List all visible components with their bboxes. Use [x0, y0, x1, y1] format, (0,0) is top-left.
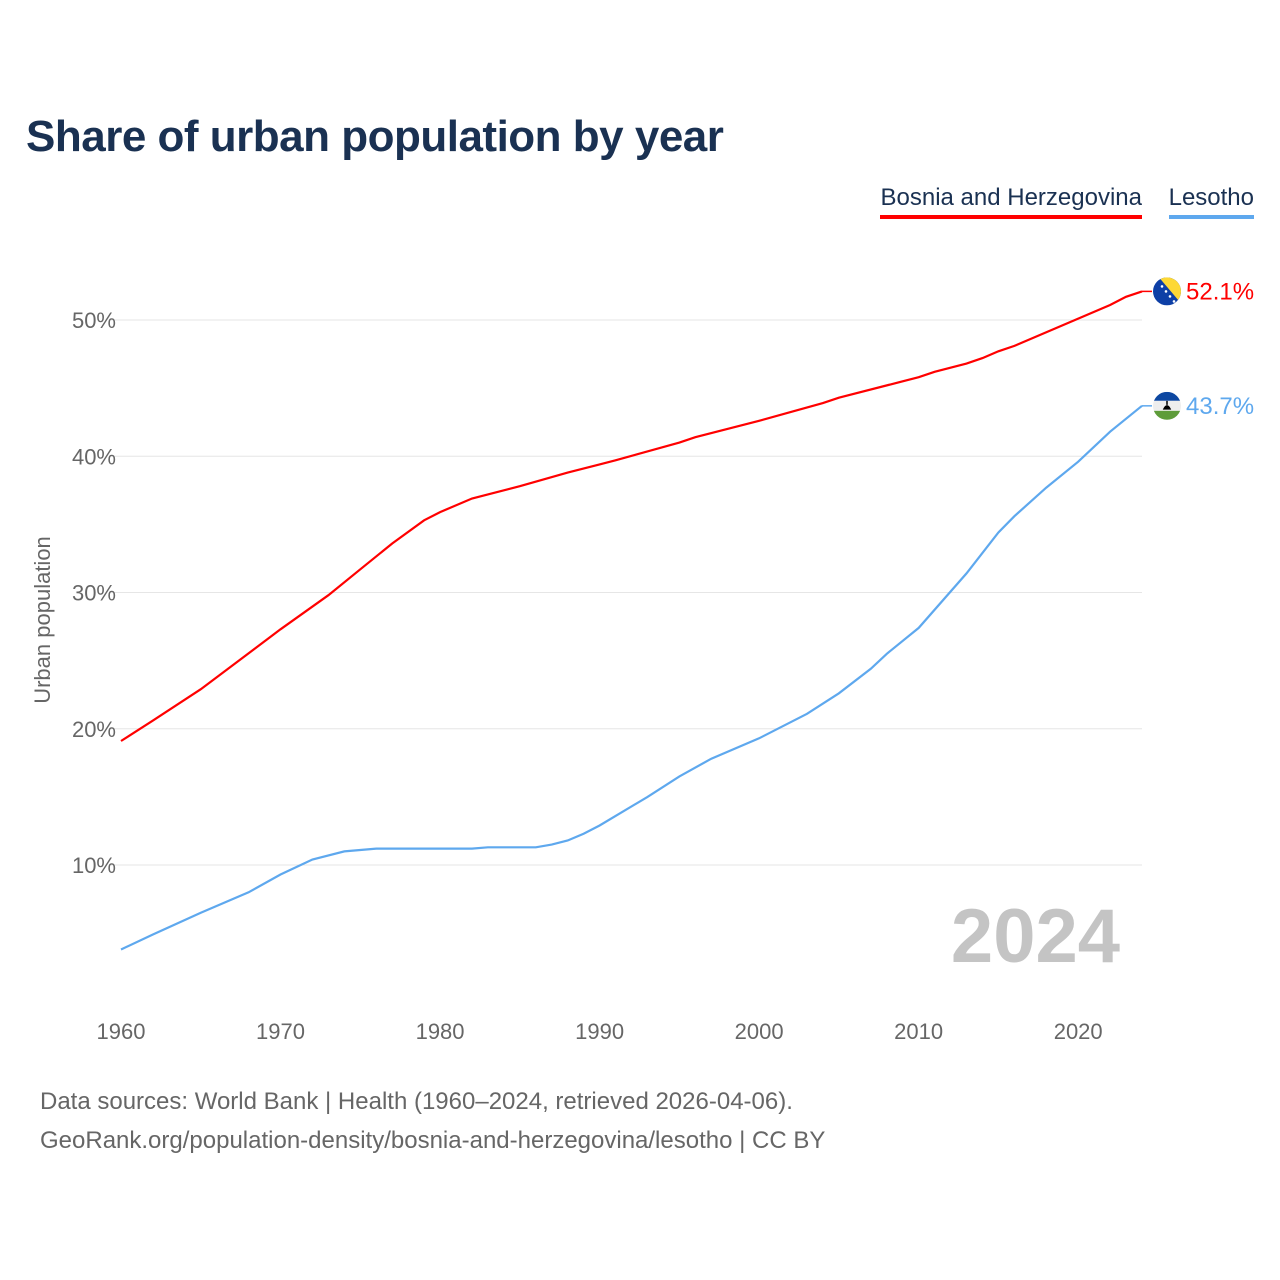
chart-title: Share of urban population by year: [26, 112, 724, 161]
series-line-bosnia-and-herzegovina[interactable]: [120, 290, 1143, 742]
x-tick-label: 2010: [894, 1019, 943, 1044]
y-tick-label: 30%: [72, 581, 116, 606]
legend-item-bosnia[interactable]: Bosnia and Herzegovina: [880, 184, 1142, 219]
x-tick-label: 1960: [97, 1019, 146, 1044]
lesotho-flag-icon: [1153, 391, 1181, 420]
y-tick-label: 40%: [72, 444, 116, 469]
y-tick-label: 20%: [72, 717, 116, 742]
x-tick-label: 2000: [735, 1019, 784, 1044]
bosnia-flag-icon: [1153, 277, 1181, 306]
y-tick-label: 10%: [72, 853, 116, 878]
lesotho-end-label: 43.7%: [1186, 393, 1254, 420]
y-tick-label: 50%: [72, 308, 116, 333]
x-tick-label: 2020: [1054, 1019, 1103, 1044]
x-tick-label: 1980: [416, 1019, 465, 1044]
series-line-lesotho[interactable]: [120, 404, 1143, 951]
footer-link[interactable]: GeoRank.org/population-density/bosnia-an…: [40, 1127, 826, 1154]
footer-source: Data sources: World Bank | Health (1960–…: [40, 1088, 793, 1115]
bosnia-end-label: 52.1%: [1186, 278, 1254, 305]
x-tick-label: 1990: [575, 1019, 624, 1044]
legend-item-lesotho[interactable]: Lesotho: [1168, 184, 1254, 219]
y-axis-label: Urban population: [30, 536, 55, 704]
x-tick-label: 1970: [256, 1019, 305, 1044]
year-watermark: 2024: [951, 894, 1120, 979]
